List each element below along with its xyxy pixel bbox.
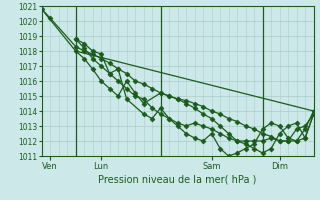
X-axis label: Pression niveau de la mer( hPa ): Pression niveau de la mer( hPa ): [99, 175, 257, 185]
